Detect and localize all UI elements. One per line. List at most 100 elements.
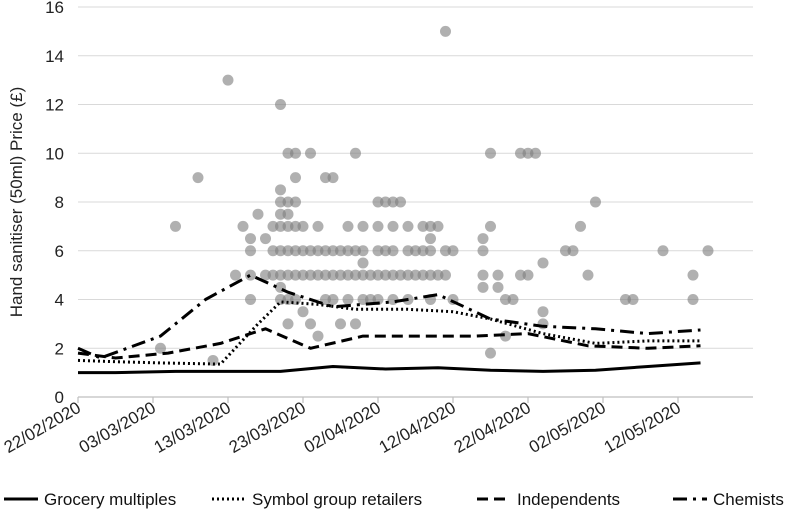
price-point: [170, 220, 181, 232]
price-point: [522, 269, 534, 281]
price-point: [507, 294, 519, 305]
price-point: [485, 220, 496, 232]
price-point: [387, 294, 399, 305]
price-point: [627, 294, 639, 305]
legend-label: Independents: [517, 490, 620, 509]
price-point: [537, 257, 549, 269]
y-axis-title: Hand sanitiser (50ml) Price (£): [7, 87, 26, 318]
y-tick-label: 14: [45, 47, 64, 66]
price-point: [230, 269, 241, 281]
y-tick-label: 12: [45, 96, 64, 115]
x-tick-label: 03/03/2020: [76, 398, 159, 457]
legend-label: Grocery multiples: [44, 490, 176, 509]
price-point: [485, 147, 496, 159]
x-tick-label: 02/04/2020: [301, 398, 384, 457]
price-point: [297, 306, 309, 318]
y-tick-label: 16: [45, 0, 64, 17]
y-tick-label: 0: [55, 388, 64, 407]
legend: Grocery multiples Symbol group retailers I…: [4, 490, 784, 509]
price-point: [290, 147, 301, 159]
price-point: [290, 172, 301, 184]
price-point: [252, 208, 264, 220]
price-point: [350, 147, 361, 159]
price-point: [357, 245, 369, 257]
price-point: [305, 318, 316, 330]
price-point: [575, 220, 586, 232]
price-point: [402, 220, 414, 232]
price-point: [342, 220, 354, 232]
price-point: [425, 245, 436, 257]
price-point: [282, 318, 294, 330]
y-tick-label: 10: [45, 144, 64, 163]
price-point: [657, 245, 669, 257]
series-lines: [77, 273, 701, 375]
price-point: [440, 25, 451, 37]
series-line-independents: [77, 327, 701, 360]
x-tick-label: 22/04/2020: [451, 398, 534, 457]
price-point: [245, 269, 256, 281]
price-point: [342, 294, 354, 305]
price-point: [155, 342, 166, 354]
price-observations: [155, 25, 714, 366]
price-point: [305, 147, 316, 159]
price-point: [582, 269, 594, 281]
series-line-grocery-multiples: [78, 361, 701, 375]
price-point: [260, 233, 271, 245]
price-point: [477, 269, 489, 281]
price-point: [357, 220, 369, 232]
price-point: [387, 245, 399, 257]
price-point: [447, 245, 459, 257]
price-point: [687, 269, 699, 281]
legend-label: Chemists: [713, 490, 784, 509]
price-point: [387, 220, 399, 232]
x-tick-label: 02/05/2020: [526, 398, 609, 457]
price-point: [537, 306, 549, 318]
price-point: [590, 196, 601, 208]
x-tick-label: 23/03/2020: [226, 398, 309, 457]
price-point: [567, 245, 579, 257]
price-point: [275, 99, 286, 110]
price-point: [192, 172, 204, 184]
y-tick-label: 2: [55, 339, 64, 358]
price-point: [290, 196, 301, 208]
price-point: [350, 318, 361, 330]
price-point: [485, 347, 496, 359]
y-tick-label: 6: [55, 242, 64, 261]
price-point: [477, 233, 489, 245]
price-point: [432, 220, 444, 232]
price-point: [245, 245, 256, 257]
price-point: [327, 172, 339, 184]
price-point: [335, 318, 346, 330]
price-point: [492, 281, 504, 293]
price-point: [245, 233, 256, 245]
price-point: [237, 220, 249, 232]
x-tick-label: 13/03/2020: [151, 398, 234, 457]
x-tick-label: 12/05/2020: [601, 398, 684, 457]
price-point: [372, 220, 384, 232]
legend-label: Symbol group retailers: [252, 490, 422, 509]
price-point: [312, 330, 324, 342]
price-point: [492, 269, 504, 281]
price-point: [477, 245, 489, 257]
price-point: [327, 294, 339, 305]
price-point: [477, 281, 489, 293]
price-point: [530, 147, 541, 159]
price-point: [275, 184, 286, 196]
price-point: [245, 294, 256, 305]
series-line-chemists: [77, 273, 701, 360]
price-point: [207, 354, 219, 366]
price-point: [440, 269, 451, 281]
price-point: [702, 245, 714, 257]
price-point: [222, 74, 234, 86]
y-tick-label: 8: [55, 193, 64, 212]
price-point: [297, 220, 309, 232]
x-tick-label: 22/02/2020: [1, 398, 84, 457]
y-tick-label: 4: [55, 291, 64, 310]
price-point: [312, 220, 324, 232]
series-line-symbol-group-retailers: [77, 300, 701, 366]
x-tick-label: 12/04/2020: [376, 398, 459, 457]
price-point: [395, 196, 406, 208]
price-point: [357, 257, 369, 269]
